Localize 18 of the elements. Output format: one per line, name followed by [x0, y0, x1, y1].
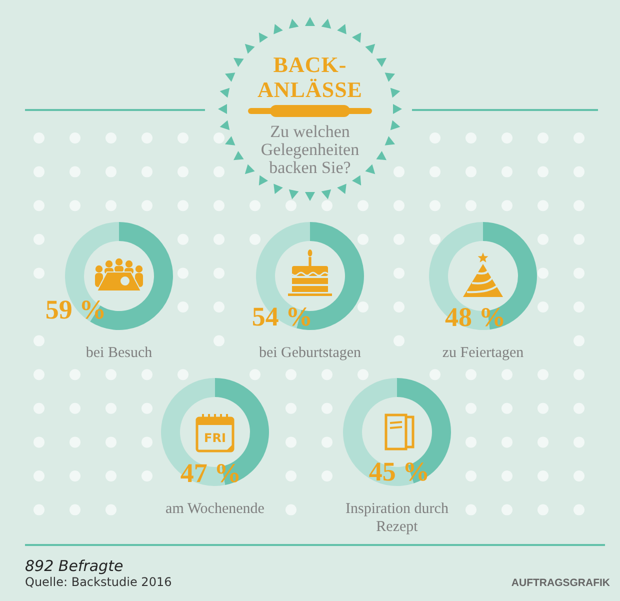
calendar-icon: FRI: [196, 414, 234, 452]
text: 892 Befragte: [25, 557, 124, 575]
source-note: Quelle: Backstudie 2016: [25, 575, 172, 590]
text: bei Geburtstagen: [258, 344, 362, 362]
donut-slice: [397, 378, 451, 484]
data-label: 59 %: [45, 294, 106, 325]
donut-slice: [483, 222, 537, 330]
data-label: 54 %: [252, 301, 313, 332]
text: bei Besuch: [84, 344, 154, 362]
data-label: 48 %: [445, 302, 506, 332]
text: Inspiration durch Rezept: [344, 500, 450, 536]
data-label: 45 %: [368, 456, 430, 486]
text: am Wochenende: [164, 500, 266, 518]
text: BACK-ANLÄSSE: [256, 52, 364, 102]
text: Zu welchen Gelegenheiten backen Sie?: [260, 122, 360, 177]
text: zu Feiertagen: [441, 344, 525, 362]
data-label: 47 %: [180, 458, 242, 488]
text: AUFTRAGSGRAFIK: [511, 577, 610, 590]
